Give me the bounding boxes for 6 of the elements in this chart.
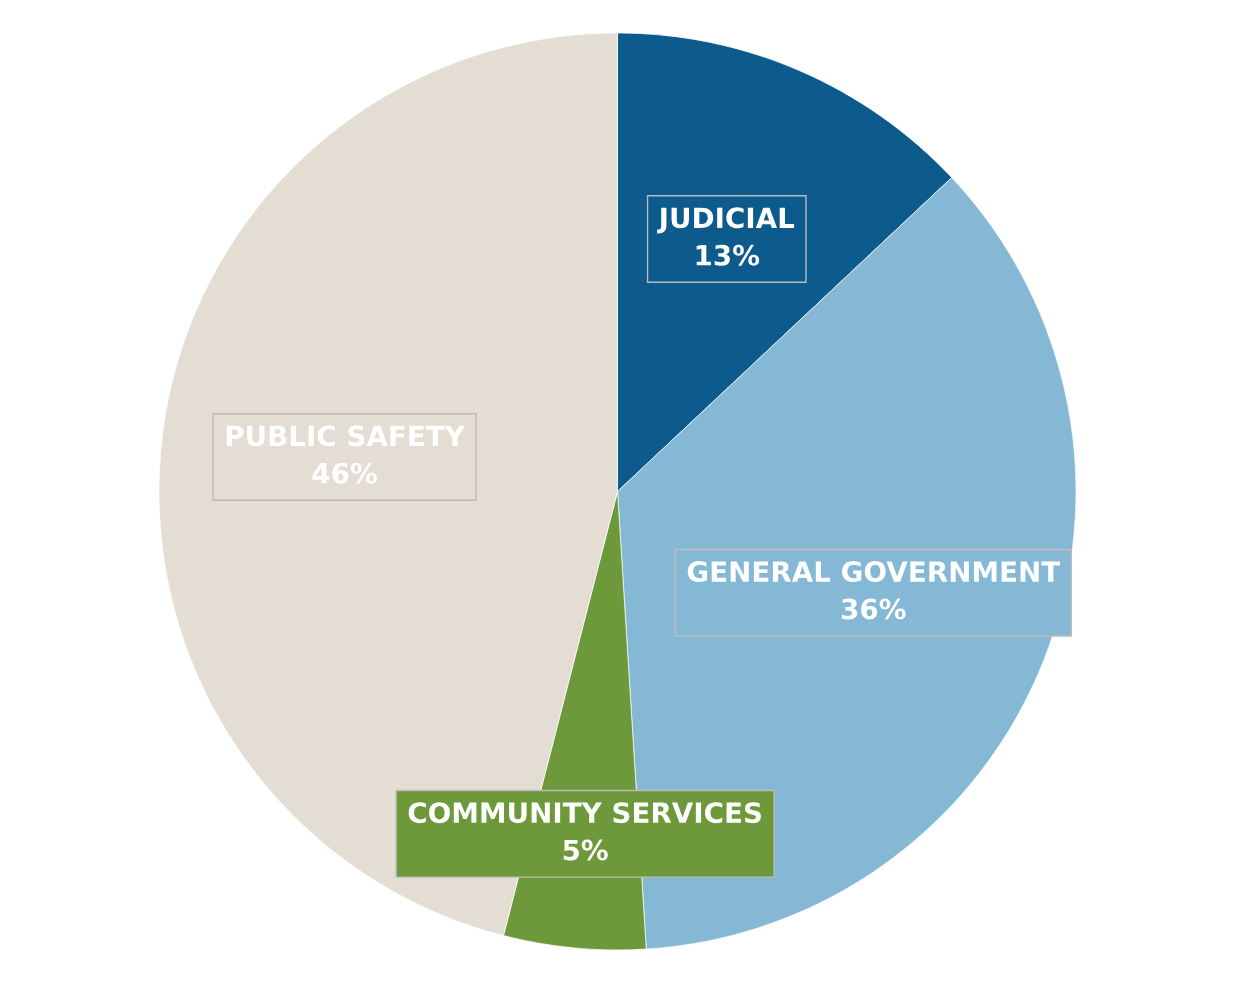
data-label: 5% <box>563 839 608 861</box>
slice-label: COMMUNITY SERVICES <box>408 802 761 824</box>
data-label: 36% <box>841 598 906 620</box>
data-label: 13% <box>696 244 760 266</box>
slice-label: JUDICIAL <box>657 207 795 234</box>
slice-label: GENERAL GOVERNMENT <box>687 561 1061 583</box>
